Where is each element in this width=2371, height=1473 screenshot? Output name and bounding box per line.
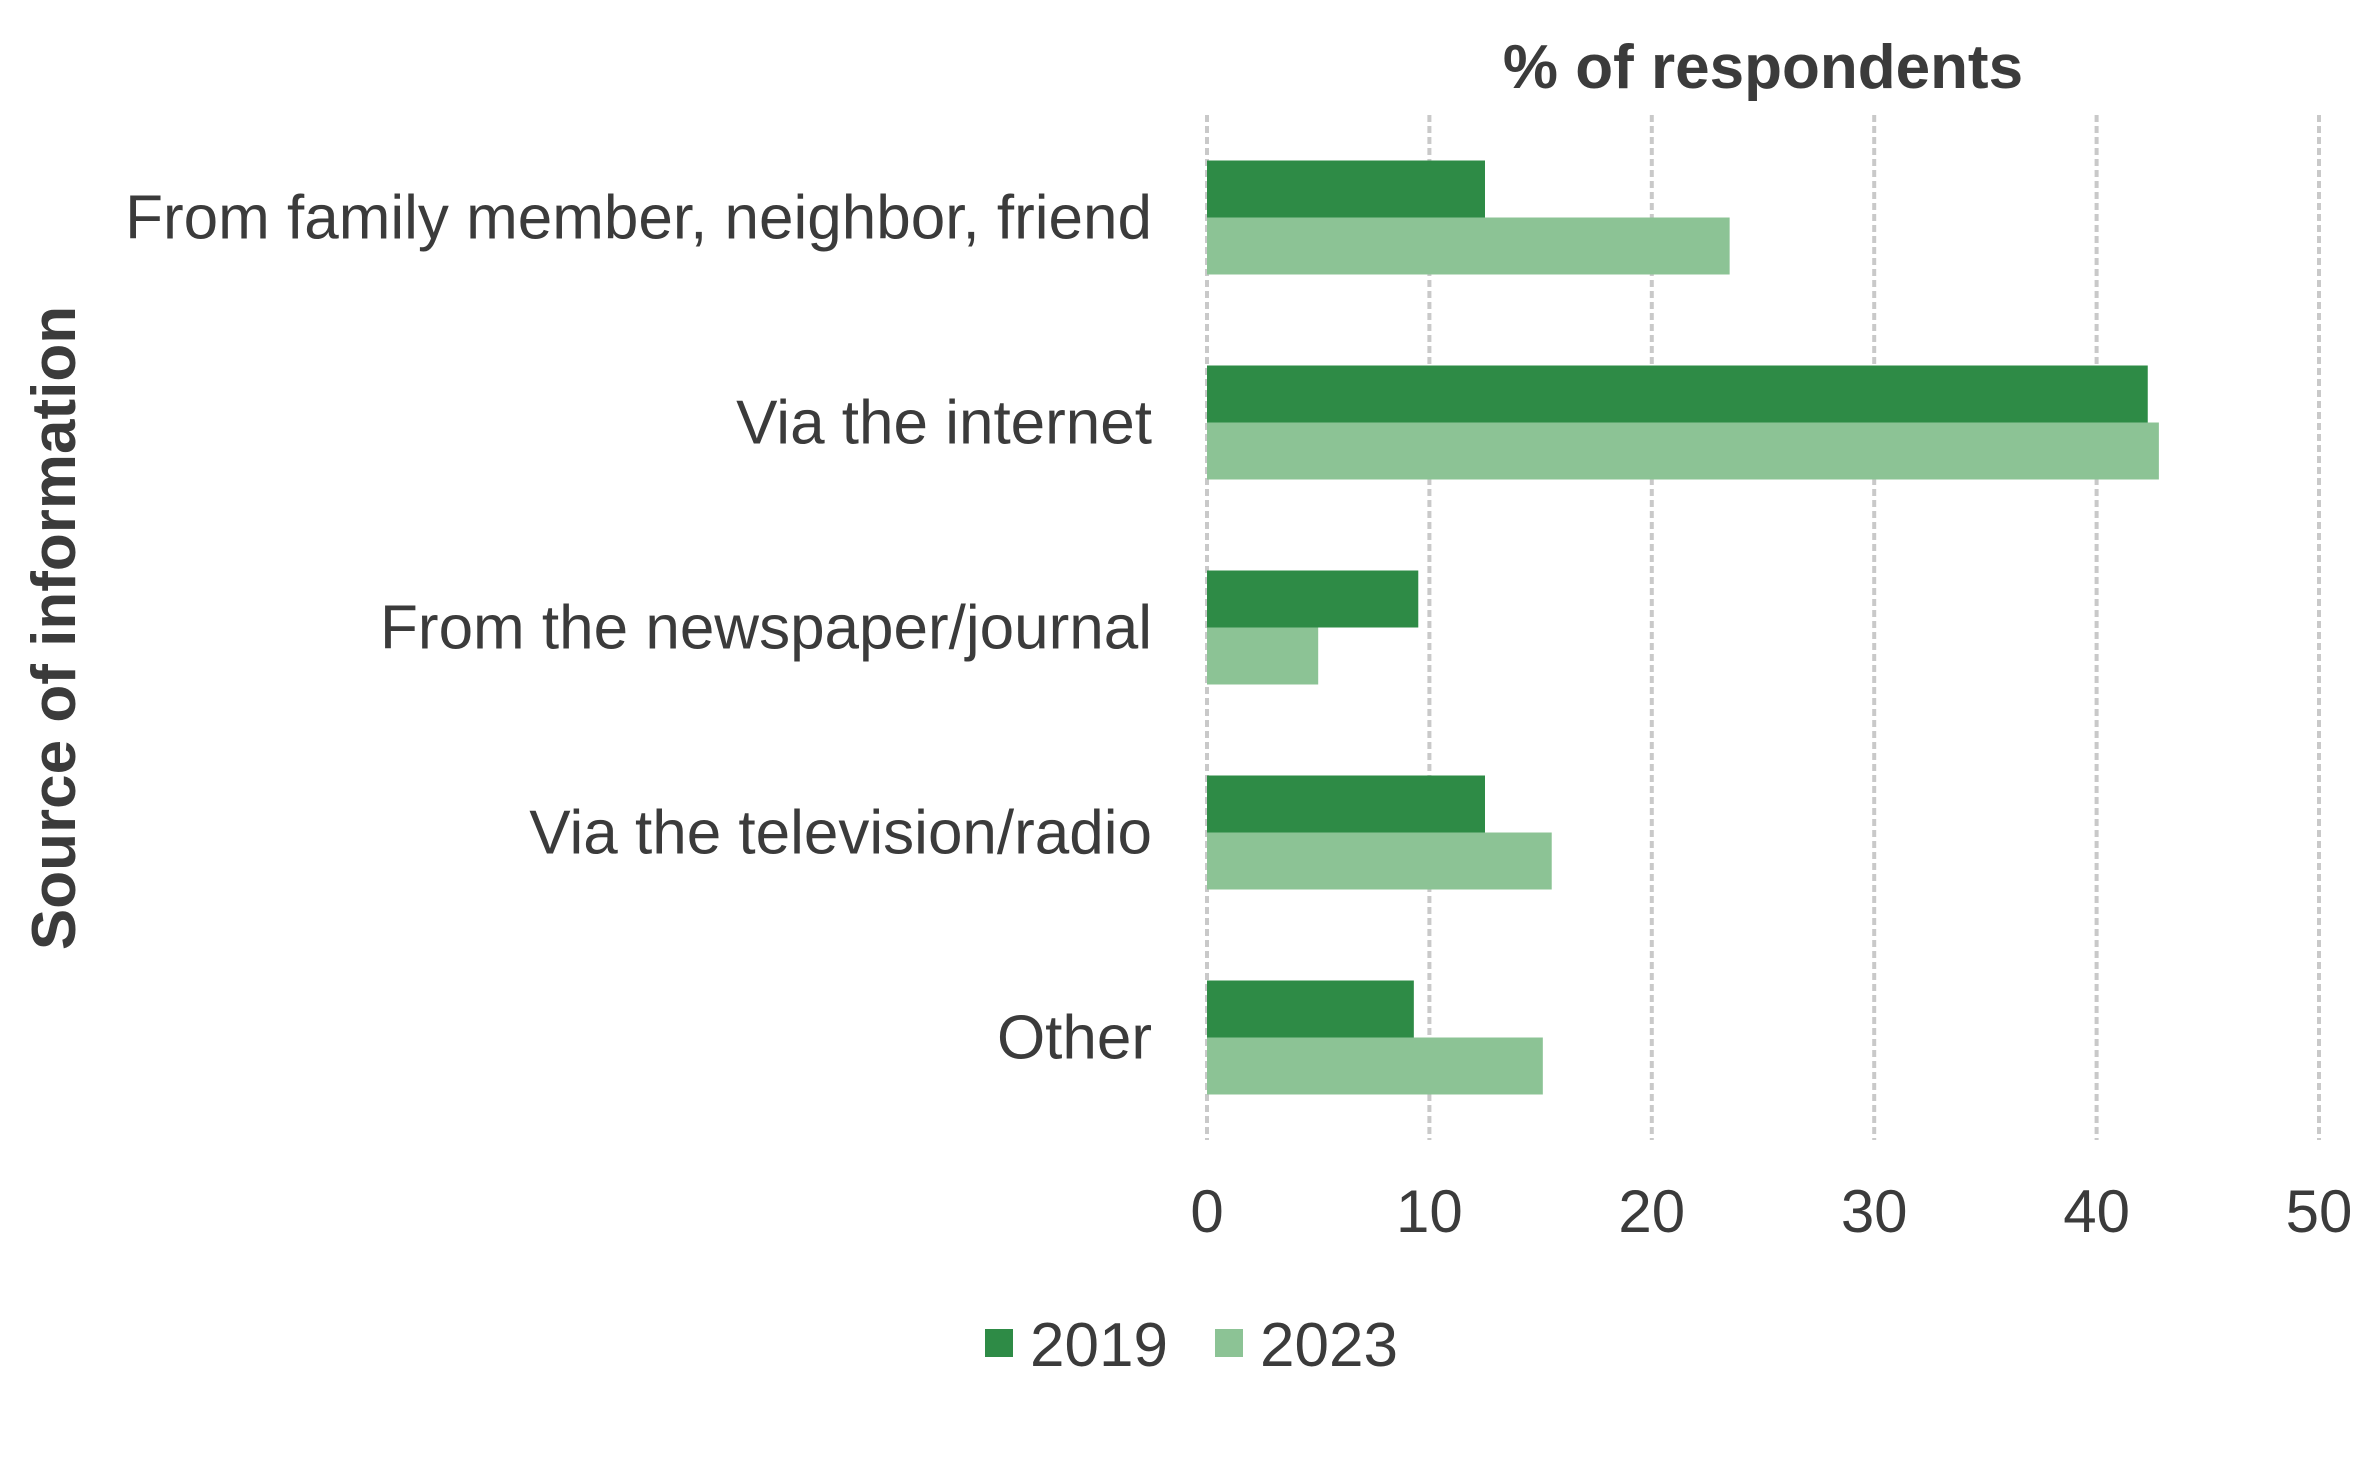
category-label-1: Via the internet	[736, 389, 1152, 458]
category-label-3: Via the television/radio	[529, 799, 1152, 868]
bars	[1207, 160, 2159, 1095]
x-tick-label-0: 0	[1190, 1178, 1223, 1245]
legend-label-2023: 2023	[1260, 1311, 1398, 1380]
legend-label-2019: 2019	[1030, 1311, 1168, 1380]
y-axis-title: Source of information	[20, 306, 89, 950]
bar-2023-4	[1207, 1037, 1543, 1095]
x-tick-labels: 0 10 20 30 40 50	[1190, 1178, 2352, 1245]
category-labels: From family member, neighbor, friend Via …	[125, 184, 1152, 1073]
legend-swatch-2023	[1215, 1329, 1243, 1357]
bar-2019-1	[1207, 365, 2148, 423]
x-axis-title: % of respondents	[1503, 33, 2023, 102]
bar-2019-0	[1207, 160, 1485, 218]
bar-2019-4	[1207, 980, 1414, 1038]
x-tick-label-50: 50	[2286, 1178, 2353, 1245]
bar-2023-3	[1207, 832, 1552, 890]
x-tick-label-10: 10	[1396, 1178, 1463, 1245]
x-tick-label-30: 30	[1841, 1178, 1908, 1245]
category-label-2: From the newspaper/journal	[380, 594, 1152, 663]
bar-2023-0	[1207, 217, 1730, 275]
legend: 2019 2023	[985, 1311, 1398, 1380]
bar-2019-2	[1207, 570, 1419, 628]
bar-2023-2	[1207, 627, 1319, 685]
x-tick-label-40: 40	[2063, 1178, 2130, 1245]
legend-swatch-2019	[985, 1329, 1013, 1357]
category-label-4: Other	[997, 1004, 1152, 1073]
category-label-0: From family member, neighbor, friend	[125, 184, 1152, 253]
bar-2019-3	[1207, 775, 1485, 833]
bar-2023-1	[1207, 422, 2159, 480]
x-tick-label-20: 20	[1618, 1178, 1685, 1245]
